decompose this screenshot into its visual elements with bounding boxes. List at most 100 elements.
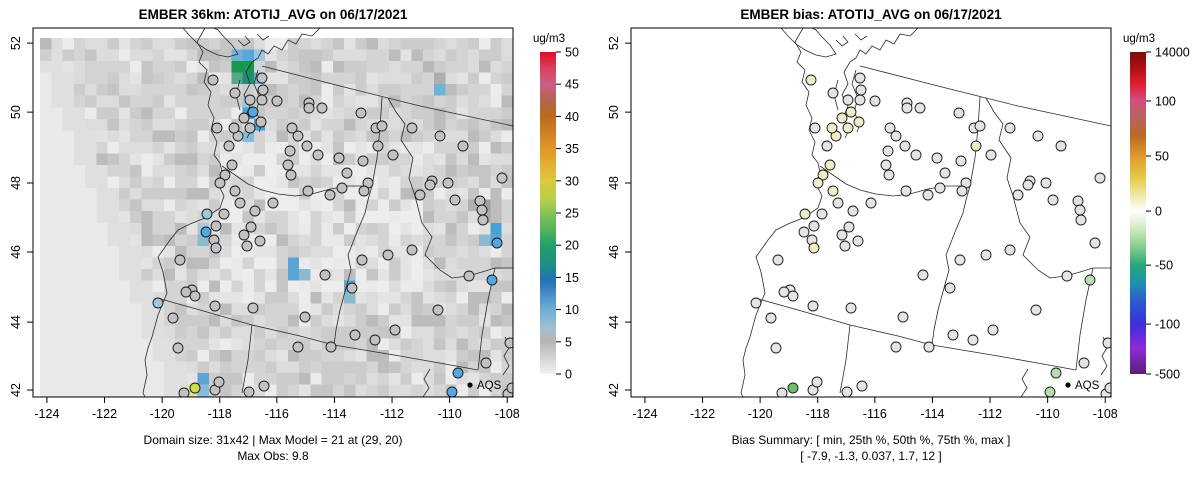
raster-cell xyxy=(141,211,154,224)
raster-cell xyxy=(467,141,480,154)
raster-cell xyxy=(400,268,413,282)
raster-cell xyxy=(287,72,300,85)
station-marker xyxy=(223,140,235,152)
plot-border xyxy=(630,27,1112,398)
raster-cell xyxy=(355,211,368,224)
raster-cell xyxy=(107,372,120,385)
raster-cell xyxy=(186,338,199,351)
raster-cell xyxy=(141,280,154,293)
raster-cell xyxy=(434,326,446,339)
raster-cell xyxy=(400,315,413,328)
raster-cell xyxy=(220,118,232,131)
raster-cell xyxy=(310,84,323,97)
raster-cell xyxy=(175,153,187,166)
raster-cell xyxy=(467,315,480,328)
station-marker xyxy=(372,140,384,152)
station-marker xyxy=(414,189,426,201)
raster-cell xyxy=(107,176,120,189)
raster-cell xyxy=(310,280,323,293)
raster-cell xyxy=(490,211,503,224)
raster-cell xyxy=(107,95,120,108)
raster-cell xyxy=(253,361,266,374)
raster-cell xyxy=(186,61,199,74)
raster-cell xyxy=(220,72,232,85)
raster-cell xyxy=(456,153,469,166)
raster-cell xyxy=(51,268,64,282)
raster-cell xyxy=(152,384,165,397)
raster-cell xyxy=(422,95,435,108)
raster-cell xyxy=(400,349,413,362)
raster-cell xyxy=(85,349,97,362)
raster-cell xyxy=(186,141,199,154)
raster-cell xyxy=(152,199,165,212)
x-tick-label: -122 xyxy=(92,407,117,421)
station-marker xyxy=(765,312,777,324)
raster-cell xyxy=(321,303,334,316)
raster-cell xyxy=(366,222,379,235)
raster-cell xyxy=(411,118,424,131)
station-marker xyxy=(980,249,992,261)
raster-cell xyxy=(107,141,120,154)
raster-cell xyxy=(186,326,199,339)
raster-cell xyxy=(344,188,356,201)
raster-cell xyxy=(501,326,513,339)
station-marker xyxy=(424,179,436,191)
raster-cell xyxy=(51,84,64,97)
raster-cell xyxy=(253,268,266,282)
station-marker xyxy=(883,169,895,181)
raster-cell xyxy=(73,176,86,189)
raster-cell xyxy=(118,153,131,166)
station-marker xyxy=(174,254,186,266)
raster-cell xyxy=(411,84,424,97)
raster-cell xyxy=(231,349,244,362)
station-marker xyxy=(210,242,222,254)
raster-cell xyxy=(479,118,491,131)
raster-cell xyxy=(276,257,289,270)
station-marker xyxy=(406,244,418,256)
raster-cell xyxy=(208,292,221,305)
raster-cell xyxy=(130,292,142,305)
x-tick-label: -116 xyxy=(265,407,289,421)
raster-cell xyxy=(310,72,323,85)
raster-cell xyxy=(344,315,356,328)
raster-cell xyxy=(107,303,120,316)
raster-cell xyxy=(332,326,345,339)
station-marker xyxy=(245,221,257,233)
raster-cell xyxy=(220,361,232,374)
raster-cell xyxy=(152,130,165,143)
y-tick-label: 52 xyxy=(9,36,23,50)
raster-cell xyxy=(73,349,86,362)
raster-cell xyxy=(62,199,75,212)
raster-cell xyxy=(130,199,142,212)
raster-cell xyxy=(299,234,311,247)
raster-cell xyxy=(152,222,165,235)
raster-cell xyxy=(434,257,446,270)
raster-cell xyxy=(186,349,199,362)
raster-cell xyxy=(467,107,480,120)
raster-cell xyxy=(130,268,142,282)
raster-cell xyxy=(220,176,232,189)
raster-cell xyxy=(242,211,255,224)
raster-cell xyxy=(310,245,323,258)
raster-cell xyxy=(51,199,64,212)
raster-cell xyxy=(310,118,323,131)
map-line-id-mt xyxy=(387,97,496,279)
station-marker xyxy=(285,169,297,181)
raster-cell xyxy=(434,234,446,247)
raster-cell xyxy=(186,107,199,120)
raster-cell xyxy=(118,326,131,339)
plot-border xyxy=(32,27,514,398)
raster-cell xyxy=(411,72,424,85)
raster-cell xyxy=(197,95,210,108)
raster-cell xyxy=(490,72,503,85)
raster-cell xyxy=(344,38,356,51)
map-line-san-juan-1 xyxy=(237,35,251,47)
raster-cell xyxy=(422,245,435,258)
raster-cell xyxy=(377,384,390,397)
station-marker xyxy=(442,177,454,189)
raster-cell xyxy=(276,130,289,143)
aqs-legend-label: AQS xyxy=(1075,380,1100,392)
raster-cell xyxy=(265,338,277,351)
raster-cell xyxy=(344,303,356,316)
raster-cell xyxy=(490,165,503,178)
